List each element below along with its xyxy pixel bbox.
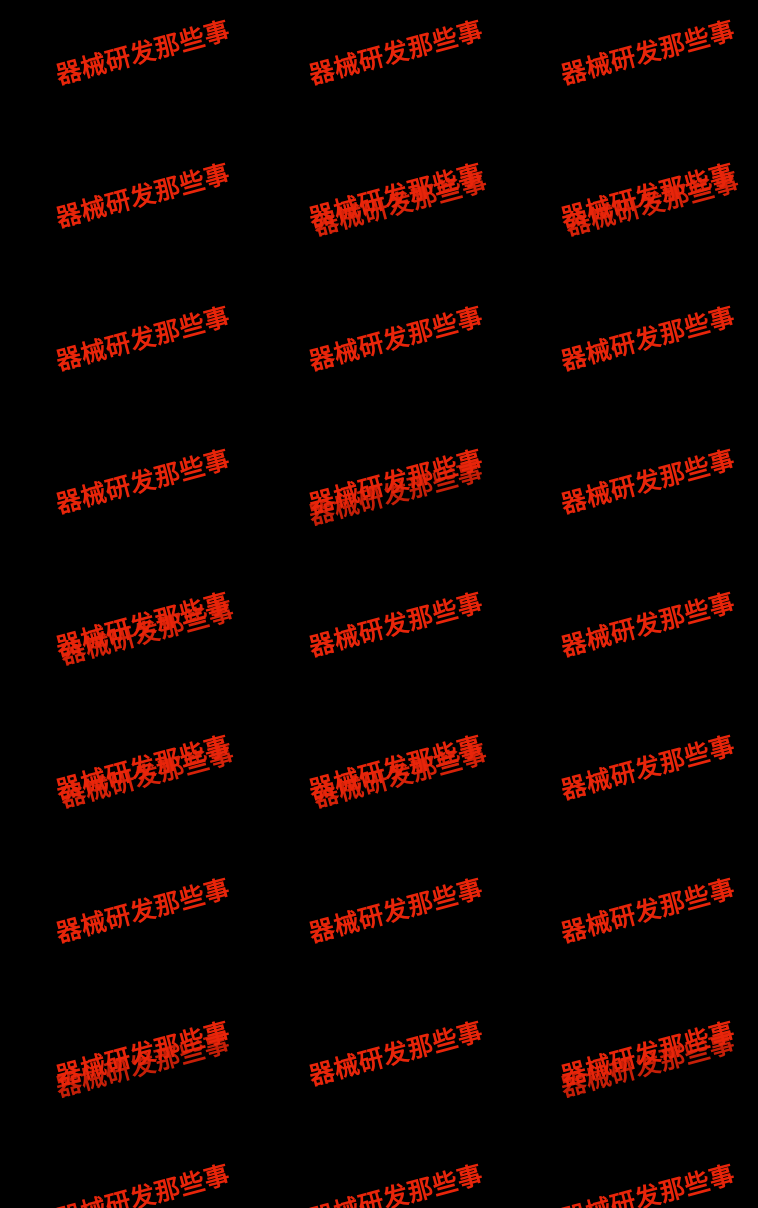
watermark-tile: 器械研发那些事 [306,873,486,948]
watermark-tile: 器械研发那些事 [53,1159,233,1208]
watermark-tile: 器械研发那些事 [558,730,738,805]
watermark-tile: 器械研发那些事 [558,873,738,948]
watermark-tile: 器械研发那些事 [306,445,486,519]
watermark-tile: 器械研发那些事 [306,159,486,233]
watermark-tile: 器械研发那些事 [53,444,233,519]
watermark-tile: 器械研发那些事 [53,873,233,948]
watermark-tile: 器械研发那些事 [306,1016,486,1091]
watermark-tile: 器械研发那些事 [53,1017,233,1091]
watermark-tile: 器械研发那些事 [306,731,486,805]
watermark-tile: 器械研发那些事 [53,301,233,376]
watermark-tile: 器械研发那些事 [558,159,738,233]
watermark-tile: 器械研发那些事 [558,444,738,519]
watermark-tile: 器械研发那些事 [558,1159,738,1208]
watermark-tile: 器械研发那些事 [53,158,233,233]
watermark-tile: 器械研发那些事 [558,1017,738,1091]
watermark-tile: 器械研发那些事 [306,587,486,662]
watermark-tile: 器械研发那些事 [53,588,233,662]
watermark-tile: 器械研发那些事 [558,301,738,376]
watermark-tile: 器械研发那些事 [306,1159,486,1208]
watermark-tile: 器械研发那些事 [53,731,233,805]
watermark-tile: 器械研发那些事 [306,15,486,90]
watermark-tile: 器械研发那些事 [558,15,738,90]
watermark-tile: 器械研发那些事 [306,301,486,376]
watermark-tile: 器械研发那些事 [53,15,233,90]
watermark-tile: 器械研发那些事 [558,587,738,662]
